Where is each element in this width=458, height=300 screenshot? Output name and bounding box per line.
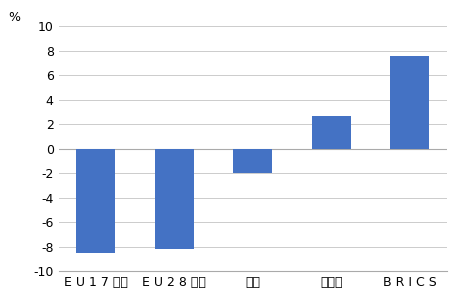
Bar — [390, 56, 429, 149]
Bar — [155, 149, 194, 249]
Bar — [233, 149, 273, 173]
Text: %: % — [8, 11, 20, 24]
Bar — [311, 116, 351, 149]
Bar — [76, 149, 115, 253]
